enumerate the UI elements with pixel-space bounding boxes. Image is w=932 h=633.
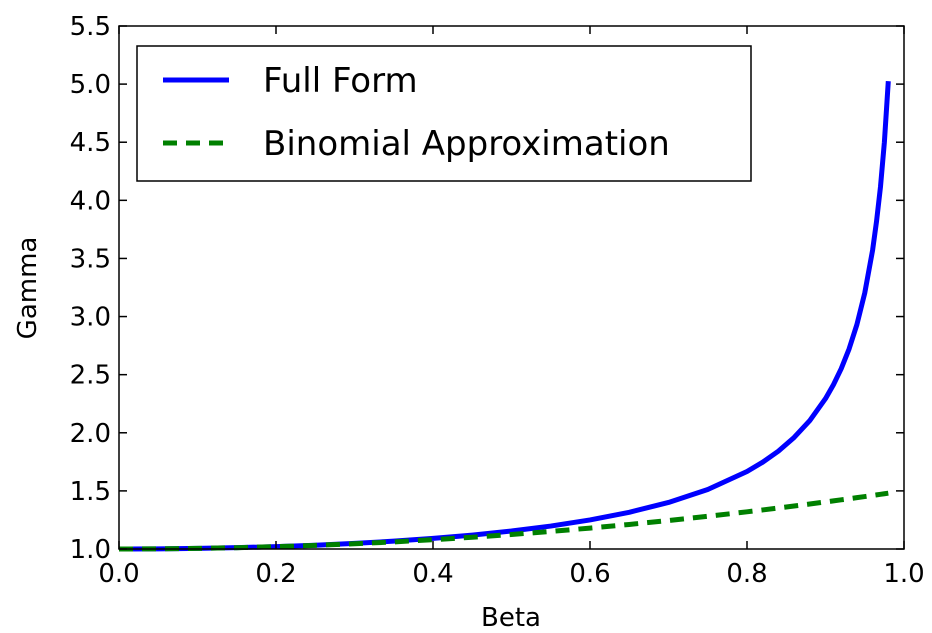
x-tick-label: 0.8 <box>726 559 767 589</box>
y-tick-label: 3.0 <box>70 303 111 333</box>
legend-label-full-form: Full Form <box>263 61 418 101</box>
y-tick-label: 4.5 <box>70 128 111 158</box>
x-tick-label: 0.4 <box>412 559 453 589</box>
legend: Full Form Binomial Approximation <box>137 46 751 181</box>
y-tick-label: 2.0 <box>70 419 111 449</box>
y-tick-label: 1.5 <box>70 477 111 507</box>
legend-label-binomial-approximation: Binomial Approximation <box>263 124 670 164</box>
y-tick-label: 3.5 <box>70 244 111 274</box>
y-tick-label: 5.5 <box>70 12 111 42</box>
y-tick-label: 5.0 <box>70 70 111 100</box>
y-tick-label: 4.0 <box>70 186 111 216</box>
series-line-binomial-approximation <box>119 493 888 549</box>
x-tick-label: 0.2 <box>255 559 296 589</box>
x-tick-label: 1.0 <box>883 559 924 589</box>
y-tick-label: 2.5 <box>70 361 111 391</box>
x-tick-label: 0.6 <box>569 559 610 589</box>
x-axis-title: Beta <box>481 603 541 633</box>
y-axis-title: Gamma <box>13 237 43 340</box>
y-tick-label: 1.0 <box>70 535 111 565</box>
